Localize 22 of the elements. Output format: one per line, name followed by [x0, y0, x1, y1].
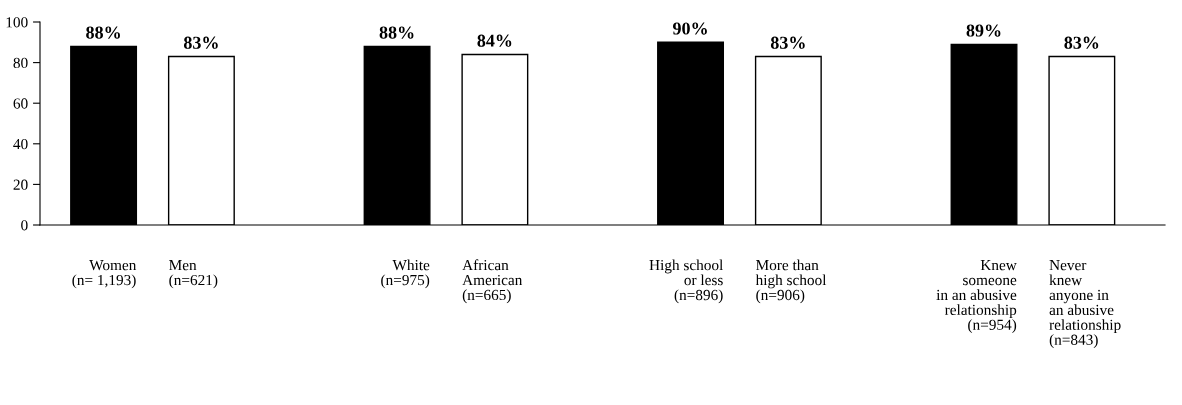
data-label: 83%	[770, 36, 805, 49]
data-label: 90%	[672, 22, 707, 35]
y-tick-label: 40	[13, 138, 28, 150]
data-label: 83%	[1064, 36, 1099, 49]
y-tick-label: 0	[21, 220, 28, 231]
data-label: 89%	[966, 24, 1001, 37]
data-label: 83%	[183, 36, 218, 49]
x-tick-label: White (n=975)	[381, 259, 430, 289]
y-tick-label: 80	[13, 57, 28, 69]
data-label: 88%	[86, 26, 120, 39]
x-tick-label: High school or less (n=896)	[649, 259, 724, 304]
y-tick-label: 20	[13, 179, 28, 190]
data-label: 88%	[379, 26, 414, 39]
x-tick-label: African American (n=665)	[462, 259, 523, 304]
y-tick-label: 60	[13, 98, 28, 109]
data-label: 84%	[477, 34, 512, 47]
x-tick-label: Never knew anyone in an abusive relationship (n=843)	[1049, 260, 1121, 348]
x-tick-label: Knew someone in an abusive relationship (n=954)	[936, 260, 1017, 334]
x-tick-label: Women (n= 1,193)	[72, 260, 137, 289]
x-tick-label: More than high school (n=906)	[755, 259, 827, 304]
x-tick-label: Men (n=621)	[169, 260, 218, 289]
y-tick-label: 100	[6, 17, 28, 28]
